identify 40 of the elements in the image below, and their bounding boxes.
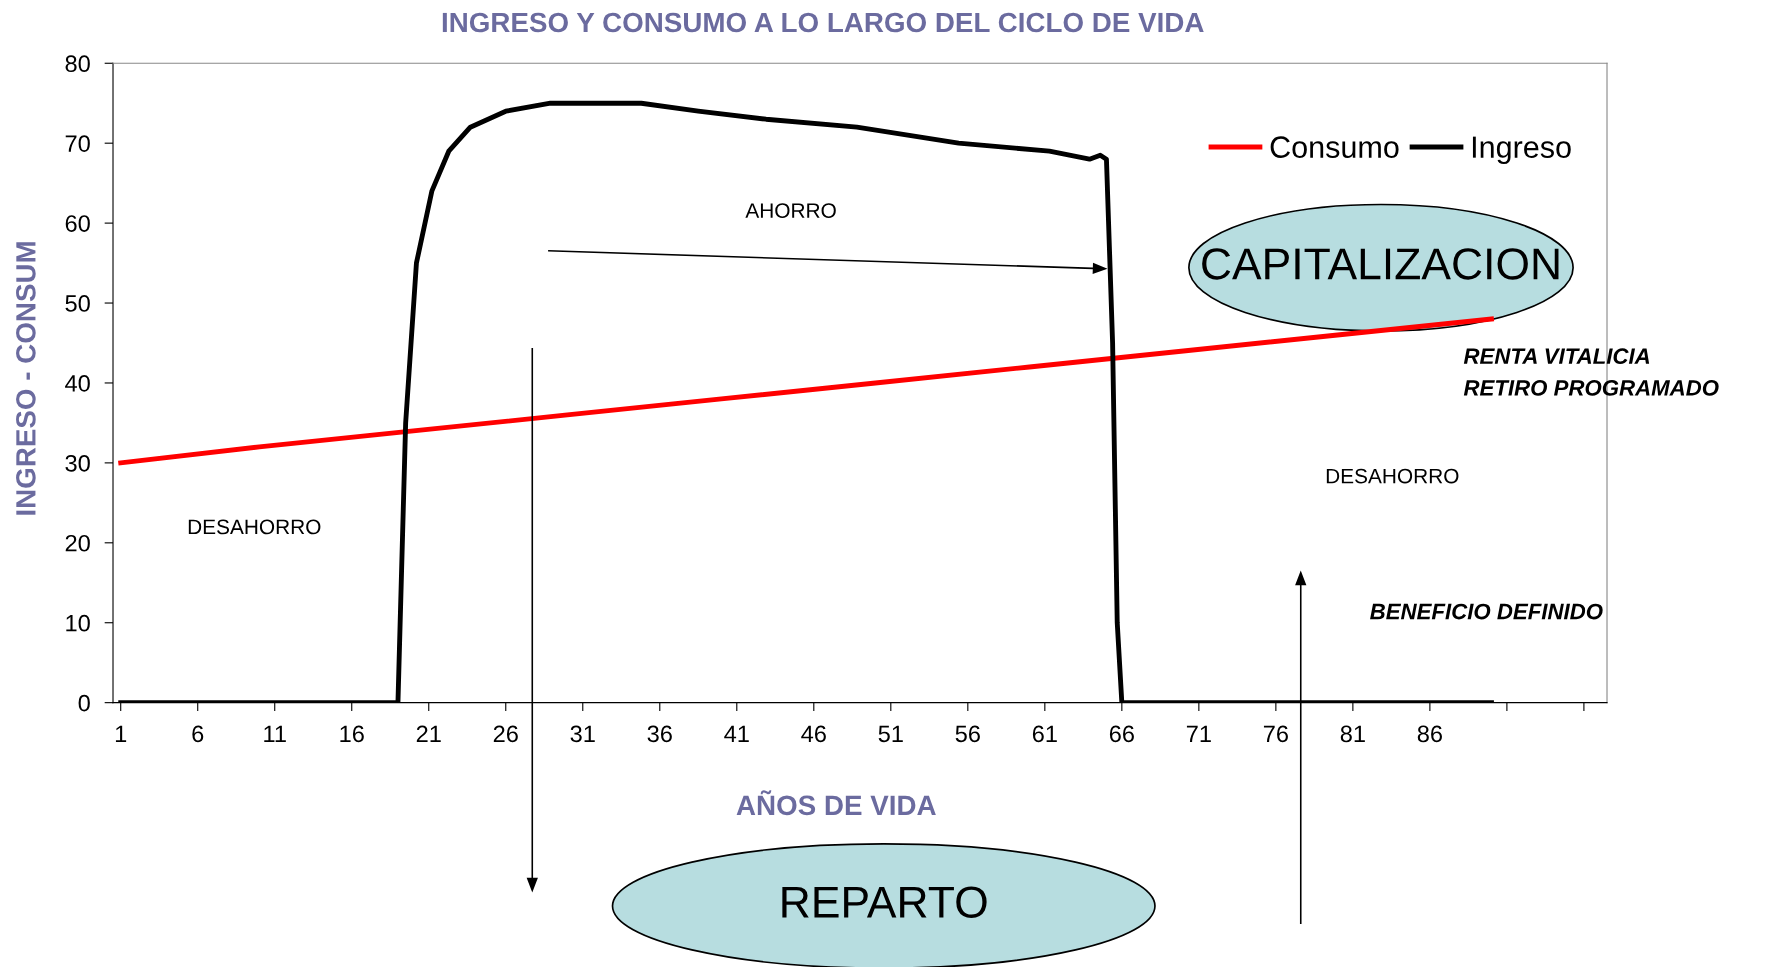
- x-axis-title: AÑOS DE VIDA: [736, 790, 936, 816]
- y-tick-label: 20: [65, 534, 90, 552]
- y-tick-label: 70: [65, 135, 90, 152]
- x-tick-label: 71: [1186, 725, 1211, 742]
- annotation: DESAHORRO: [1326, 468, 1459, 484]
- annotation: RENTA VITALICIA: [1463, 348, 1650, 365]
- x-tick-label: 21: [416, 725, 441, 742]
- x-tick-label: 1: [115, 725, 127, 742]
- annotation: DESAHORRO: [188, 519, 321, 535]
- x-tick-label: 86: [1417, 725, 1442, 743]
- y-tick-label: 40: [65, 375, 90, 392]
- y-tick-label: 10: [66, 614, 90, 632]
- x-tick-label: 41: [724, 725, 749, 742]
- x-tick-label: 31: [570, 725, 595, 743]
- annotation: AHORRO: [745, 203, 836, 218]
- x-tick-label: 56: [955, 725, 980, 743]
- x-tick-label: 51: [878, 725, 903, 743]
- y-tick-label: 80: [65, 55, 90, 73]
- x-tick-label: 76: [1263, 725, 1288, 743]
- y-tick-label: 50: [65, 295, 90, 312]
- x-tick-label: 36: [647, 725, 672, 743]
- legend-label: Consumo: [1270, 136, 1399, 158]
- annotation: RETIRO PROGRAMADO: [1463, 379, 1719, 396]
- x-tick-label: 16: [340, 725, 364, 743]
- chart-title: INGRESO Y CONSUMO A LO LARGO DEL CICLO DE VIDA: [442, 12, 1204, 33]
- x-tick-label: 66: [1109, 725, 1134, 743]
- y-axis-title: INGRESO - CONSUM: [16, 242, 36, 515]
- annotation: CAPITALIZACION: [1202, 248, 1559, 280]
- x-tick-label: 61: [1032, 725, 1057, 743]
- y-tick-label: 0: [78, 694, 90, 712]
- x-tick-label: 6: [192, 725, 204, 743]
- x-tick-label: 81: [1340, 725, 1365, 743]
- legend-label: Ingreso: [1472, 136, 1571, 164]
- text: REPARTO: [782, 886, 987, 918]
- x-tick-label: 46: [801, 725, 826, 743]
- x-tick-label: 26: [493, 725, 518, 743]
- annotation: BENEFICIO DEFINIDO: [1370, 603, 1603, 620]
- y-tick-label: 30: [65, 454, 90, 472]
- x-tick-label: 11: [264, 725, 286, 742]
- y-tick-label: 60: [65, 215, 90, 232]
